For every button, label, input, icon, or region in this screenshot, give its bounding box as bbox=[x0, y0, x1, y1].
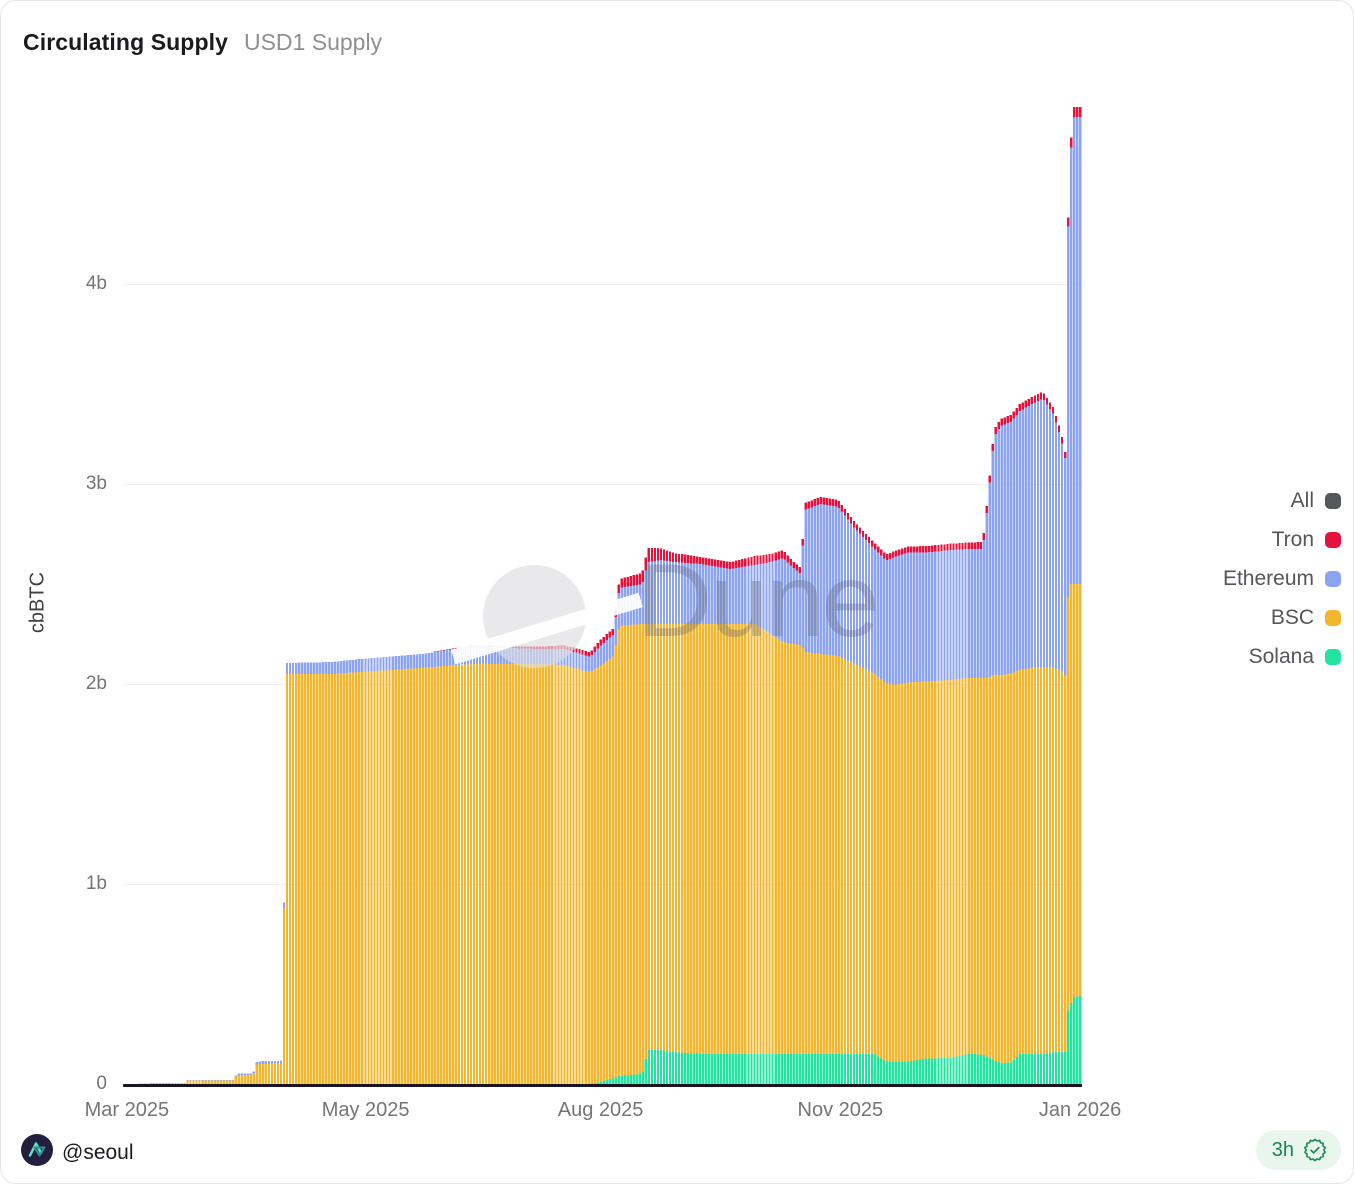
verified-seal-icon bbox=[1304, 1138, 1326, 1162]
x-axis-line bbox=[123, 1084, 1082, 1087]
legend-item-solana[interactable]: Solana bbox=[1223, 637, 1341, 676]
y-tick-3b: 3b bbox=[85, 473, 107, 494]
legend-swatch-ethereum bbox=[1325, 570, 1341, 587]
author-handle[interactable]: @seoul bbox=[62, 1140, 134, 1164]
legend-label: All bbox=[1290, 488, 1314, 512]
legend-swatch-solana bbox=[1325, 648, 1341, 665]
y-tick-1b: 1b bbox=[85, 873, 107, 894]
legend-swatch-all bbox=[1325, 492, 1341, 509]
x-tick-aug-2025: Aug 2025 bbox=[557, 1099, 644, 1121]
dune-analyst-logo-icon bbox=[21, 1134, 53, 1166]
stacked-bars-svg bbox=[135, 107, 1082, 1084]
page-subtitle: USD1 Supply bbox=[243, 29, 383, 55]
chart-legend: All Tron Ethereum BSC Solana bbox=[1223, 481, 1341, 676]
x-tick-may-2025: May 2025 bbox=[321, 1099, 410, 1121]
y-tick-2b: 2b bbox=[85, 673, 107, 694]
legend-swatch-tron bbox=[1325, 531, 1341, 548]
x-tick-nov-2025: Nov 2025 bbox=[797, 1099, 884, 1121]
y-axis-title: cbBTC bbox=[26, 571, 49, 634]
y-tick-4b: 4b bbox=[85, 273, 107, 294]
legend-label: BSC bbox=[1270, 605, 1314, 629]
x-tick-mar-2025: Mar 2025 bbox=[84, 1099, 170, 1121]
x-tick-jan-2026: Jan 2026 bbox=[1038, 1099, 1122, 1121]
chart-header: Circulating Supply USD1 Supply bbox=[23, 29, 382, 56]
legend-swatch-bsc bbox=[1325, 609, 1341, 626]
dune-watermark-text: Dune bbox=[637, 543, 880, 659]
gridline-4b bbox=[123, 283, 1082, 285]
author-avatar[interactable] bbox=[21, 1134, 53, 1171]
legend-item-all[interactable]: All bbox=[1223, 481, 1341, 520]
legend-label: Tron bbox=[1271, 527, 1314, 551]
legend-item-bsc[interactable]: BSC bbox=[1223, 598, 1341, 637]
freshness-badge[interactable]: 3h bbox=[1255, 1130, 1341, 1170]
y-tick-0: 0 bbox=[96, 1073, 107, 1094]
footer-author[interactable]: @seoul bbox=[21, 1134, 134, 1171]
legend-item-ethereum[interactable]: Ethereum bbox=[1223, 559, 1341, 598]
badge-time-label: 3h bbox=[1271, 1138, 1294, 1161]
legend-item-tron[interactable]: Tron bbox=[1223, 520, 1341, 559]
page-title: Circulating Supply bbox=[23, 29, 228, 55]
gridline-3b bbox=[123, 483, 1082, 485]
legend-label: Ethereum bbox=[1222, 566, 1314, 590]
legend-label: Solana bbox=[1248, 644, 1314, 668]
